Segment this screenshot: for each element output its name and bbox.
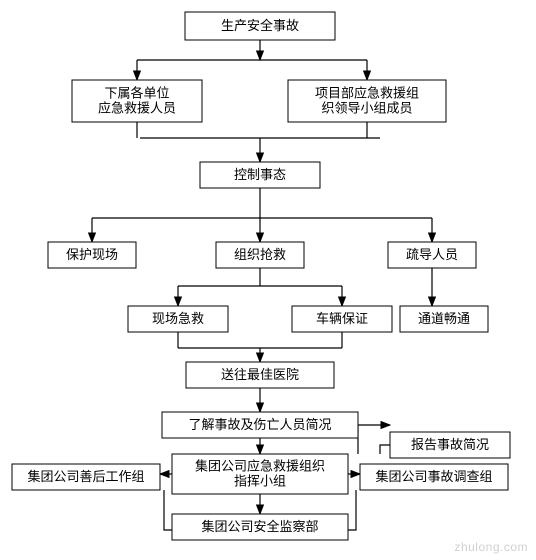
node-organize-label: 组织抢救	[234, 247, 286, 262]
node-vehicle: 车辆保证	[292, 306, 392, 332]
node-understand-label: 了解事故及伤亡人员简况	[188, 417, 331, 432]
node-aftermath-label: 集团公司善后工作组	[27, 469, 144, 484]
node-investigate: 集团公司事故调查组	[360, 464, 508, 490]
flowchart-canvas: 生产安全事故下属各单位应急救援人员 项目部应急救援组织领导小组成员控制事态保护现场…	[0, 0, 536, 560]
node-accident: 生产安全事故	[185, 12, 335, 40]
node-control-label: 控制事态	[234, 167, 286, 182]
node-vehicle-label: 车辆保证	[316, 311, 368, 326]
flow-edge	[348, 490, 356, 530]
node-supervise-label: 集团公司安全监察部	[201, 519, 318, 534]
flow-edge	[164, 490, 172, 530]
node-hospital-label: 送往最佳医院	[221, 367, 299, 382]
flow-edge	[380, 445, 390, 454]
node-report: 报告事故简况	[390, 432, 510, 458]
node-subunit-label: 应急救援人员	[98, 100, 176, 115]
node-report-label: 报告事故简况	[411, 437, 489, 452]
node-passage-label: 通道畅通	[418, 311, 470, 326]
node-control: 控制事态	[200, 162, 320, 188]
node-supervise: 集团公司安全监察部	[172, 514, 348, 540]
node-command-label: 指挥小组	[234, 473, 286, 488]
node-subunit: 下属各单位应急救援人员	[72, 80, 202, 122]
node-command-label: 集团公司应急救援组织	[195, 458, 325, 473]
node-firstaid-label: 现场急救	[152, 311, 204, 326]
node-understand: 了解事故及伤亡人员简况	[162, 412, 358, 438]
node-organize: 组织抢救	[216, 242, 304, 268]
node-protect-label: 保护现场	[66, 247, 118, 262]
node-projteam-label: 项目部应急救援组	[315, 85, 419, 100]
node-investigate-label: 集团公司事故调查组	[375, 469, 492, 484]
node-projteam-label: 织领导小组成员	[321, 100, 412, 115]
node-firstaid: 现场急救	[128, 306, 228, 332]
node-hospital: 送往最佳医院	[186, 362, 334, 388]
node-subunit-label: 下属各单位	[104, 85, 169, 100]
node-protect: 保护现场	[48, 242, 136, 268]
node-evacuate: 疏导人员	[388, 242, 476, 268]
node-evacuate-label: 疏导人员	[406, 247, 458, 262]
node-accident-label: 生产安全事故	[221, 18, 299, 33]
node-passage: 通道畅通	[400, 306, 488, 332]
node-aftermath: 集团公司善后工作组	[12, 464, 160, 490]
node-command: 集团公司应急救援组织指挥小组	[172, 454, 348, 494]
node-projteam: 项目部应急救援组织领导小组成员	[288, 80, 446, 122]
